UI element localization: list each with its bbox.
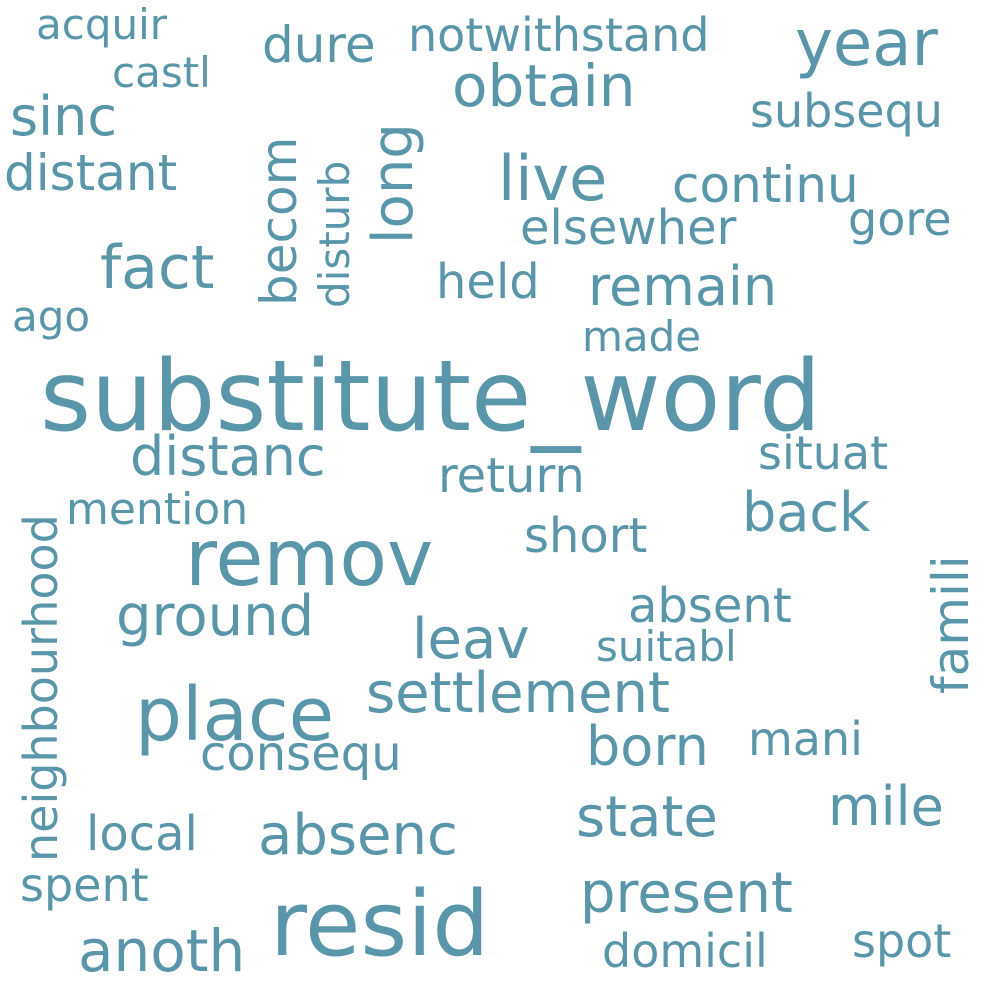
word-born: born xyxy=(586,715,709,778)
word-state: state xyxy=(576,785,718,850)
word-famili: famili xyxy=(922,555,980,694)
word-distanc: distanc xyxy=(130,425,326,488)
word-domicil: domicil xyxy=(602,924,768,978)
word-castl: castl xyxy=(112,48,211,97)
word-leav: leav xyxy=(412,607,530,672)
word-mani: mani xyxy=(748,712,863,766)
word-held: held xyxy=(436,254,540,310)
word-year: year xyxy=(795,7,938,81)
word-consequ: consequ xyxy=(200,726,402,782)
word-mile: mile xyxy=(828,775,944,838)
word-remain: remain xyxy=(588,255,778,318)
word-absent: absent xyxy=(628,578,792,634)
word-anoth: anoth xyxy=(78,917,246,985)
word-remov: remov xyxy=(185,514,434,604)
word-disturb: disturb xyxy=(310,160,359,308)
word-spent: spent xyxy=(20,858,149,912)
word-suitabl: suitabl xyxy=(596,622,737,671)
word-made: made xyxy=(582,312,702,361)
word-settlement: settlement xyxy=(366,661,671,726)
word-gore: gore xyxy=(848,192,952,246)
word-ground: ground xyxy=(116,584,315,649)
word-long: long xyxy=(361,123,426,244)
word-substitute-word: substitute_word xyxy=(40,340,822,454)
word-continu: continu xyxy=(672,156,859,214)
word-becom: becom xyxy=(250,136,308,306)
word-short: short xyxy=(524,508,648,564)
word-notwithstand: notwithstand xyxy=(408,8,710,62)
word-fact: fact xyxy=(100,233,215,303)
word-resid: resid xyxy=(270,872,490,977)
word-return: return xyxy=(438,448,585,504)
word-sinc: sinc xyxy=(10,85,118,148)
word-live: live xyxy=(498,142,608,215)
word-dure: dure xyxy=(262,16,376,74)
word-neighbourhood: neighbourhood xyxy=(14,514,68,862)
word-elsewher: elsewher xyxy=(520,200,737,256)
word-local: local xyxy=(86,806,198,862)
word-obtain: obtain xyxy=(452,52,636,120)
word-absenc: absenc xyxy=(258,803,458,868)
word-acquir: acquir xyxy=(36,0,168,49)
word-distant: distant xyxy=(4,144,178,202)
word-subsequ: subsequ xyxy=(750,84,943,138)
word-spot: spot xyxy=(852,914,952,968)
word-back: back xyxy=(742,481,871,544)
word-ago: ago xyxy=(12,292,91,341)
word-situat: situat xyxy=(758,426,889,480)
word-present: present xyxy=(580,861,793,926)
word-place: place xyxy=(135,672,335,758)
word-mention: mention xyxy=(66,484,249,535)
